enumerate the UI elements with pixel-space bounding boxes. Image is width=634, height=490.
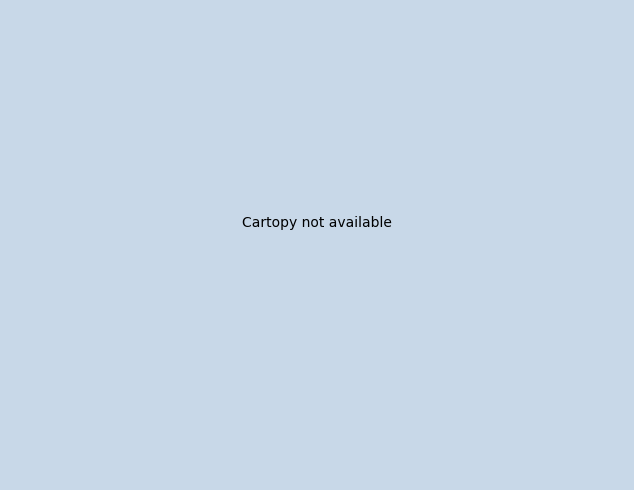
Text: Cartopy not available: Cartopy not available [242,216,392,230]
